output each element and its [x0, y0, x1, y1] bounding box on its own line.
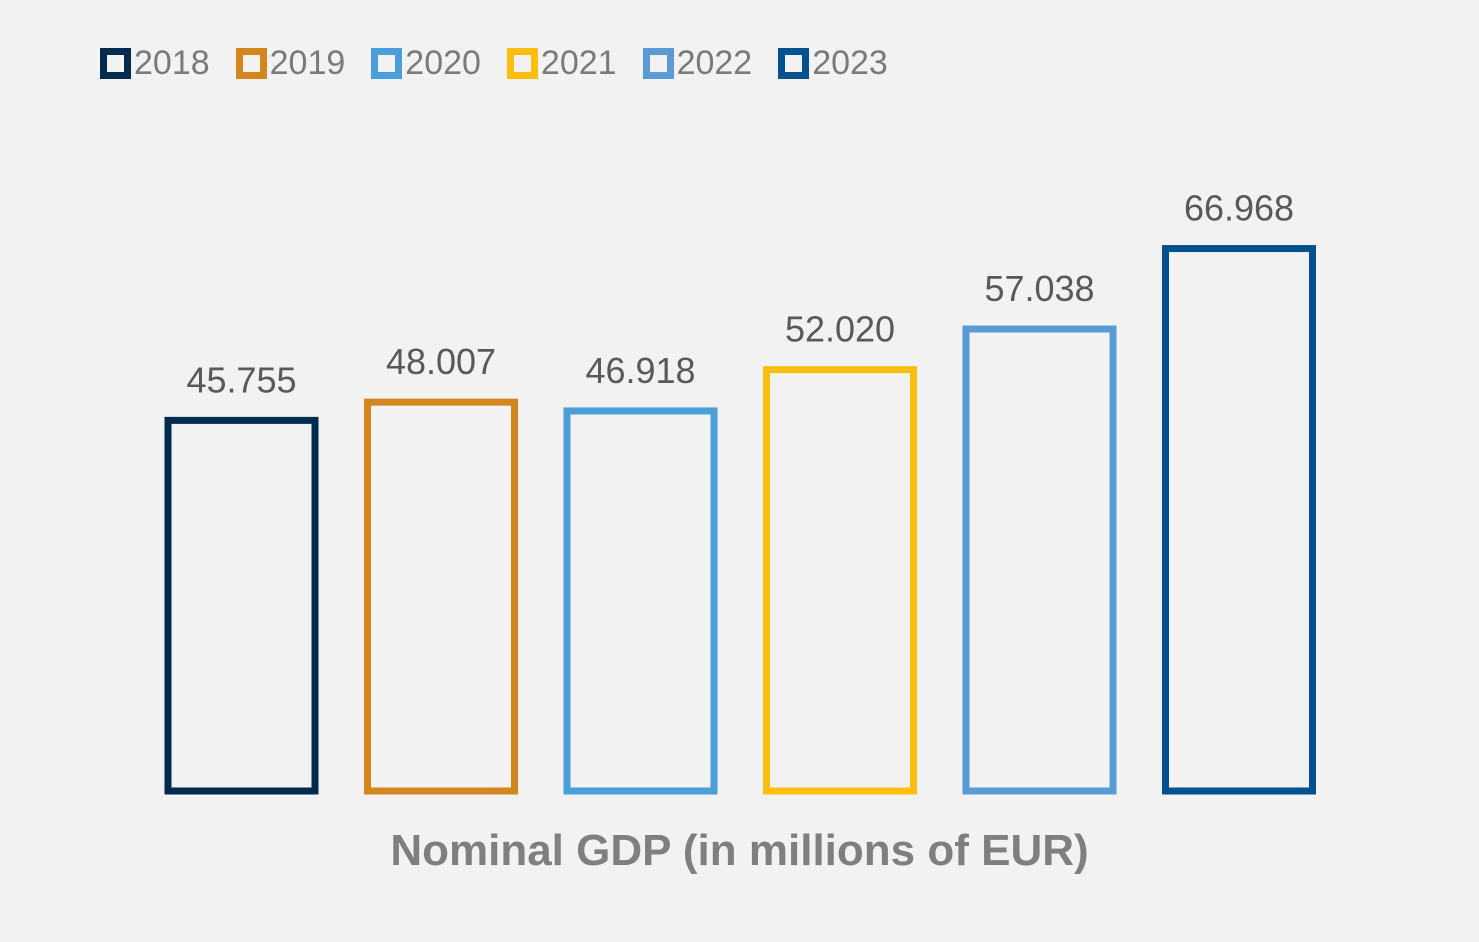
bar-2021: [763, 366, 917, 795]
data-label-2023: 66.968: [1184, 188, 1294, 229]
legend-swatch: [371, 47, 403, 79]
legend-item-2019: 2019: [235, 40, 346, 86]
legend-label: 2022: [676, 44, 753, 82]
x-axis-title: Nominal GDP (in millions of EUR): [390, 826, 1089, 875]
legend-label: 2020: [405, 44, 481, 82]
legend-item-2021: 2021: [506, 40, 617, 86]
bar-2020: [563, 407, 718, 795]
legend-swatch: [642, 47, 674, 79]
bar-2019: [364, 398, 518, 795]
legend-label: 2018: [134, 44, 210, 82]
legend-item-2020: 2020: [371, 40, 481, 86]
chart-legend: 2018 2019 2020 2021 2022 2023: [100, 40, 914, 86]
bar-2022: [962, 325, 1117, 795]
legend-label: 2019: [269, 44, 346, 82]
data-label-2020: 46.918: [585, 350, 695, 391]
data-label-2019: 48.007: [386, 341, 496, 382]
data-label-2018: 45.755: [186, 359, 296, 400]
bar-2018: [164, 416, 319, 795]
legend-swatch: [100, 47, 131, 79]
data-label-2021: 52.020: [785, 309, 895, 350]
legend-label: 2021: [540, 44, 617, 82]
bar-2023: [1162, 245, 1316, 795]
data-label-2022: 57.038: [984, 268, 1094, 309]
legend-label: 2023: [812, 44, 888, 82]
legend-swatch: [778, 47, 810, 79]
legend-swatch: [506, 47, 538, 79]
legend-swatch: [235, 47, 267, 79]
legend-item-2022: 2022: [642, 40, 753, 86]
legend-item-2023: 2023: [778, 40, 888, 86]
legend-item-2018: 2018: [100, 40, 210, 86]
